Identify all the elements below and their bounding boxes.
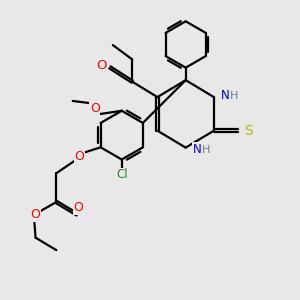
Text: O: O	[31, 208, 40, 221]
Text: N: N	[221, 89, 230, 102]
Text: O: O	[74, 202, 84, 214]
Text: O: O	[96, 59, 107, 72]
Text: H: H	[202, 145, 210, 155]
Text: N: N	[193, 142, 201, 156]
Text: O: O	[74, 150, 84, 163]
Text: S: S	[244, 124, 253, 138]
Text: H: H	[230, 91, 238, 100]
Text: O: O	[90, 102, 100, 115]
Text: Cl: Cl	[116, 169, 128, 182]
